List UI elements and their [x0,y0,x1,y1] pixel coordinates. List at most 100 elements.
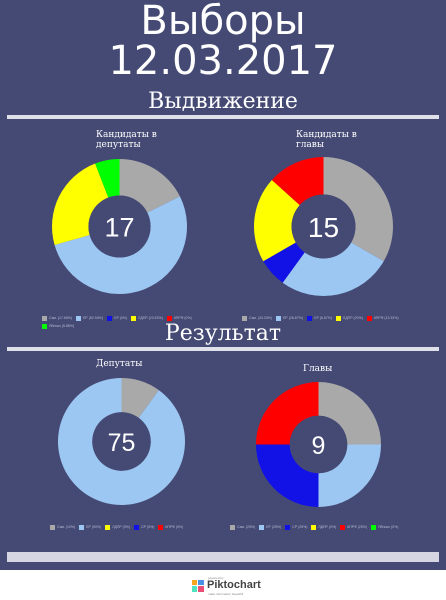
legend-label: КПРФ (0%) [165,525,184,529]
legend-label: ЕР (26.67%) [283,316,303,320]
donut-center-value: 17 [104,213,134,243]
legend-swatch [76,315,82,321]
piktochart-logo[interactable]: powered by Piktochart make information b… [188,576,261,598]
legend-swatch [336,315,342,321]
legend-swatch [79,524,85,530]
donut-slice-1 [57,378,185,505]
legend-label: СР (0%) [141,525,155,529]
donut-slice-0 [119,159,180,213]
legend-swatch [106,315,112,321]
section-divider [7,115,439,119]
donut-center-value: 9 [312,432,326,460]
legend-label: ЕР (90%) [86,525,102,529]
legend-label: Яблоко (0%) [378,525,399,529]
legend-label: Сам. (25%) [237,525,256,529]
donut-slice-4 [256,382,319,445]
chart-legend: Сам. (33.33%) ЕР (26.67%) СР (6.67%) ЛДПР (… [242,314,417,322]
donut-slice-0 [121,378,159,418]
legend-item-5: Яблоко (0%) [371,523,398,531]
legend-label: СР (25%) [292,525,308,529]
legend-item-2: СР (25%) [285,523,307,531]
donut-slice-0 [318,382,381,445]
logo-powered-by: powered by [208,576,224,580]
page-date: 12.03.2017 [108,38,338,84]
legend-item-3: СР (0%) [134,523,154,531]
legend-swatch [230,524,235,530]
footer-divider [7,552,439,562]
legend-swatch [311,524,317,530]
donut-slice-3 [254,179,300,262]
donut-slice-0 [323,157,393,262]
legend-item-4: КПРФ (25%) [340,523,367,531]
chart-legend: Сам. (25%) ЕР (25%) СР (25%) ЛДПР (0%) КПРФ … [230,523,420,531]
donut-slice-5 [95,159,120,198]
donut-chart-candidates-deputies: 17 [52,159,187,294]
donut-chart-candidates-heads: 15 [254,157,393,296]
legend-item-1: ЕР (90%) [79,523,101,531]
donut-chart-heads: 9 [256,382,381,507]
legend-swatch [50,524,55,530]
legend-label: Сам. (33.33%) [249,316,273,320]
legend-item-4: КПРФ (0%) [166,314,192,322]
donut-center-value: 15 [308,212,339,243]
legend-label: ЕР (25%) [266,525,282,529]
donut-slice-2 [263,242,305,283]
legend-swatch [158,524,164,530]
legend-label: ЛДПР (20%) [343,316,363,320]
chart-title: Депутаты [96,359,143,369]
chart-title: Кандидаты в депутаты [96,130,157,150]
legend-swatch [371,524,377,530]
donut-hole [88,195,151,258]
logo-tagline: make information beautiful [208,592,244,596]
legend-item-3: ЛДПР (23.53%) [131,314,163,322]
legend-label: ЛДПР (0%) [318,525,337,529]
legend-label: КПРФ (25%) [347,525,368,529]
legend-label: ЛДПР (23.53%) [138,316,163,320]
chart-title: Главы [303,364,333,374]
legend-swatch [131,315,137,321]
legend-label: Сам. (10%) [57,525,76,529]
footer [0,570,446,600]
legend-swatch [42,315,47,321]
legend-item-1: ЕР (26.67%) [276,314,303,322]
legend-swatch [42,323,47,329]
legend-item-5: Яблоко (5.88%) [42,322,74,330]
legend-item-1: ЕР (52.94%) [76,314,103,322]
legend-item-3: ЛДПР (0%) [311,523,336,531]
legend-label: СР (6.67%) [313,316,333,320]
donut-slice-2 [256,444,319,507]
legend-swatch [166,315,172,321]
piktochart-mark-icon [192,580,204,592]
donut-hole [289,415,348,474]
donut-chart-deputies: 75 [57,378,185,505]
legend-item-0: Сам. (10%) [50,523,75,531]
donut-center-value: 75 [108,429,136,457]
legend-label: Сам. (17.65%) [49,316,73,320]
legend-swatch [276,315,282,321]
legend-swatch [306,315,312,321]
legend-label: Яблоко (5.88%) [49,324,75,328]
legend-swatch [134,524,140,530]
legend-swatch [366,315,372,321]
donut-slice-1 [282,242,384,296]
chart-title: Кандидаты в главы [296,130,357,150]
donut-hole [92,412,151,471]
legend-label: ЛДПР (0%) [112,525,131,529]
logo-brand: Piktochart [207,579,261,591]
section-result-heading: Результат [164,321,282,346]
legend-item-1: ЕР (25%) [259,523,281,531]
legend-swatch [259,524,265,530]
legend-item-2: ЛДПР (0%) [105,523,130,531]
legend-swatch [105,524,111,530]
legend-item-2: СР (0%) [106,314,128,322]
legend-swatch [340,524,346,530]
legend-swatch [242,315,247,321]
donut-hole [291,194,356,259]
section-nomination-heading: Выдвижение [148,89,298,114]
legend-label: КПРФ (0%) [173,316,192,320]
donut-slice-3 [52,163,109,245]
page-title: Выборы [140,0,306,44]
legend-label: СР (0%) [113,316,128,320]
legend-item-0: Сам. (17.65%) [42,314,72,322]
legend-item-0: Сам. (33.33%) [242,314,272,322]
